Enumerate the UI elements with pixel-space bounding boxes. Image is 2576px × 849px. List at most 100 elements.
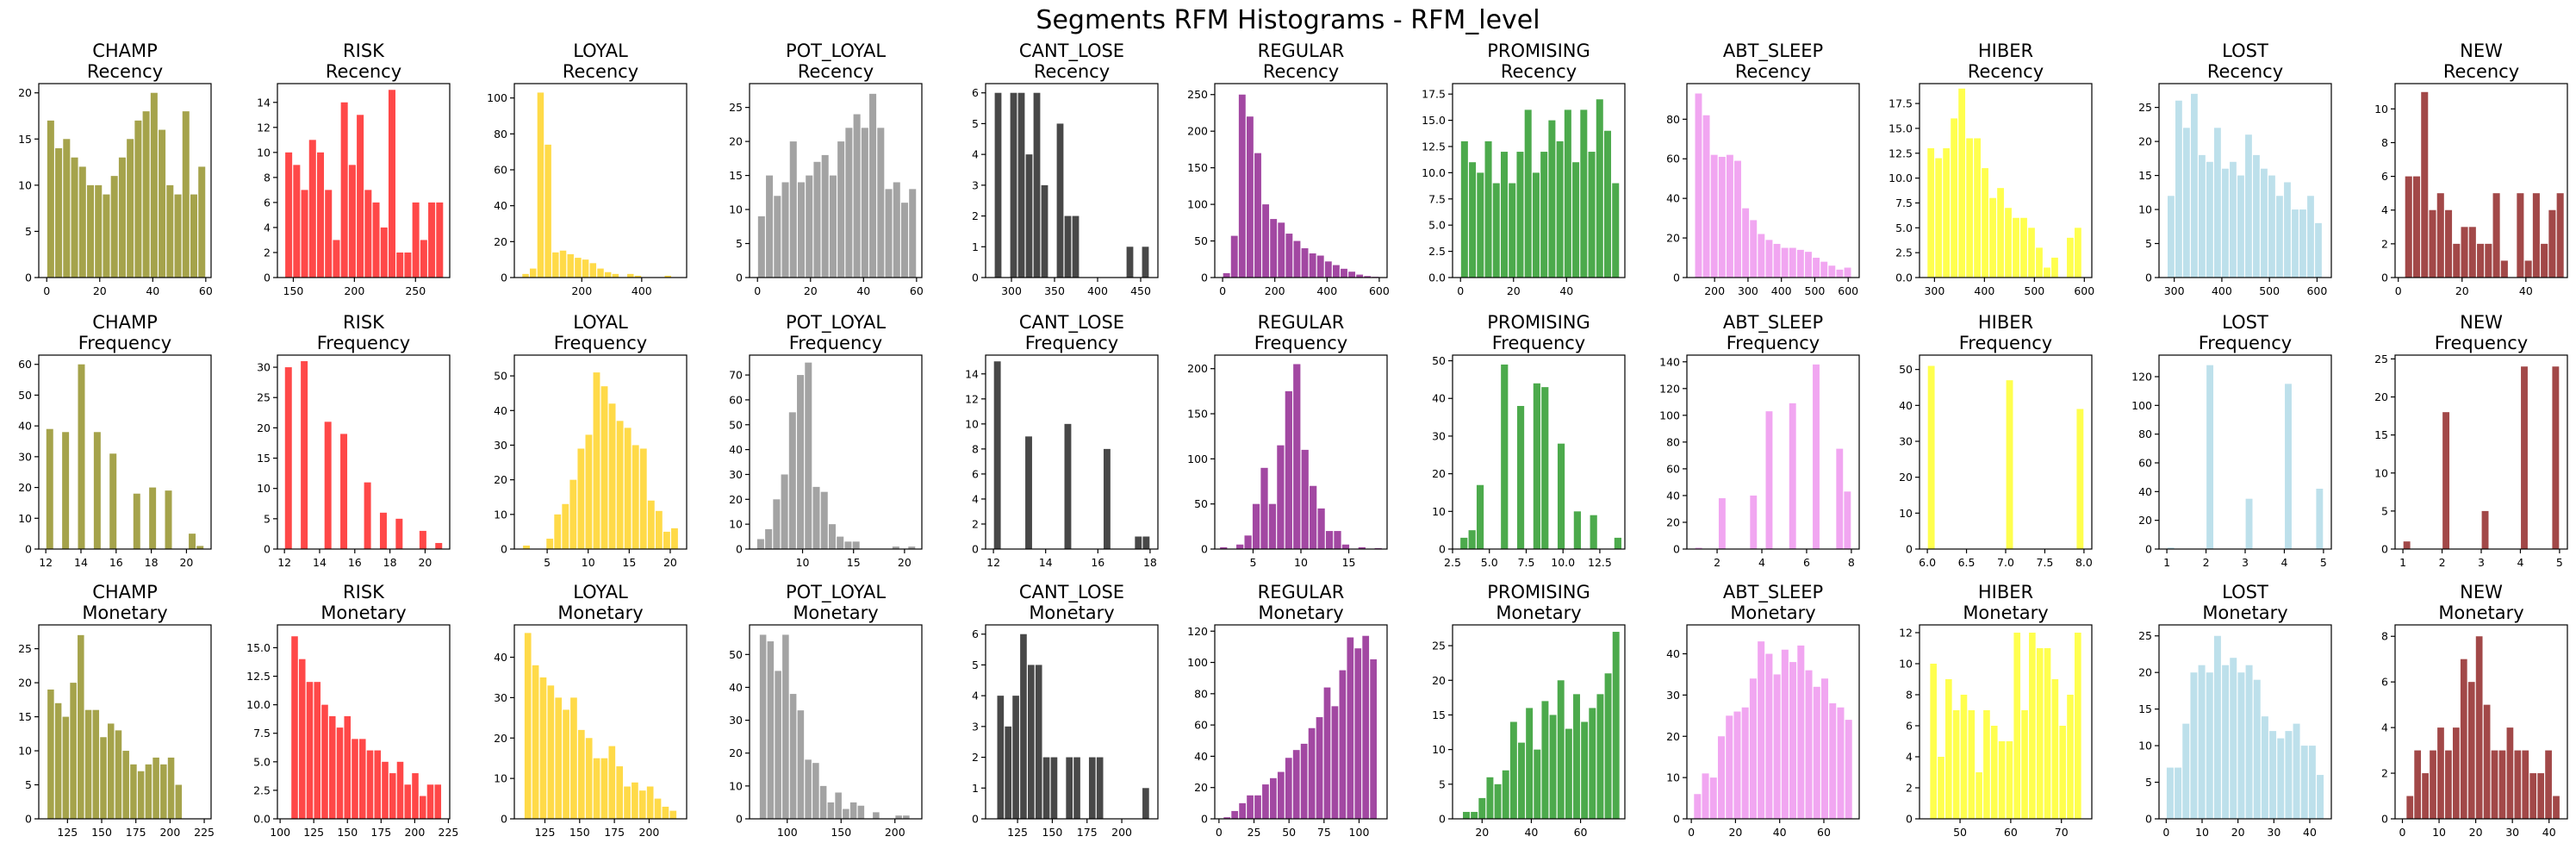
histogram-bar	[1968, 710, 1976, 819]
histogram-bar	[757, 215, 765, 278]
x-tick-label: 600	[2074, 284, 2094, 297]
histogram-bar	[1989, 197, 1996, 278]
figure-suptitle: Segments RFM Histograms - RFM_level	[1036, 5, 1540, 35]
histogram-bar	[340, 434, 348, 549]
histogram-bar	[134, 120, 142, 278]
panel-regular-monetary: REGULAR Monetary 0 25 50 75 100 0 20 40 60 80 100 120	[1187, 582, 1388, 839]
histogram-bar	[1695, 93, 1702, 278]
histogram-bar	[552, 252, 559, 278]
histogram-bar	[284, 367, 292, 549]
histogram-bar	[1540, 152, 1548, 278]
y-tick-label: 30	[18, 450, 32, 463]
histogram-bar	[366, 750, 374, 819]
histogram-bar	[426, 784, 434, 819]
histogram-bar	[759, 634, 767, 819]
histogram-bar	[821, 154, 829, 278]
histogram-bar	[1797, 645, 1805, 819]
histogram-bar	[2183, 128, 2190, 278]
y-tick-label: 40	[1432, 392, 1446, 405]
y-tick-label: 0	[1201, 543, 1208, 556]
x-tick-label: 200	[1265, 284, 1285, 297]
histogram-bar	[766, 175, 774, 278]
panel-title: LOST Monetary	[2202, 582, 2287, 623]
histogram-bar	[1025, 436, 1032, 549]
y-tick-label: 5	[736, 237, 743, 250]
histogram-bar	[2191, 93, 2198, 278]
histogram-bar	[174, 194, 182, 278]
histogram-bar	[593, 372, 600, 549]
x-tick-label: 40	[1773, 826, 1787, 839]
y-tick-label: 5	[1439, 777, 1446, 790]
y-tick-label: 80	[2138, 428, 2152, 440]
histogram-bar	[2453, 243, 2461, 278]
histogram-bar	[1270, 219, 1278, 278]
panel-title: NEW Monetary	[2438, 582, 2523, 623]
panel-title: HIBER Monetary	[1963, 582, 2048, 623]
histogram-bar	[2167, 547, 2175, 549]
y-tick-label: 20	[729, 493, 743, 506]
y-tick-label: 5	[2145, 237, 2152, 250]
histogram-bar	[1142, 247, 1149, 278]
panel-title: HIBER Recency	[1968, 41, 2044, 82]
histogram-bar	[2051, 679, 2059, 819]
histogram-bar	[1356, 274, 1364, 278]
x-tick-label: 16	[348, 556, 362, 569]
histogram-bar	[813, 161, 821, 278]
histogram-bar	[1541, 387, 1549, 549]
y-tick-label: 40	[494, 404, 507, 417]
panel-title: CHAMP Frequency	[78, 312, 172, 353]
y-tick-label: 50	[729, 418, 743, 431]
x-tick-label: 400	[1974, 284, 1994, 297]
histogram-bar	[1596, 694, 1604, 819]
histogram-bar	[554, 514, 562, 549]
histogram-bar	[133, 493, 140, 549]
y-tick-label: 15	[257, 452, 271, 465]
y-tick-label: 40	[494, 199, 507, 212]
histogram-bar	[1709, 777, 1717, 819]
y-tick-label: 0	[972, 543, 979, 556]
histogram-bar	[1532, 172, 1540, 278]
histogram-bar	[379, 512, 387, 549]
histogram-bar	[150, 92, 158, 278]
histogram-bar	[546, 538, 554, 549]
histogram-bar	[333, 240, 340, 278]
histogram-bar	[829, 175, 837, 278]
y-tick-label: 80	[1666, 113, 1680, 126]
histogram-bar	[1998, 741, 2006, 819]
histogram-bar	[1476, 484, 1484, 549]
x-tick-label: 400	[632, 284, 652, 297]
y-tick-label: 25	[2138, 101, 2152, 114]
histogram-bar	[2175, 100, 2182, 278]
y-tick-label: 10.0	[246, 698, 271, 711]
histogram-bar	[190, 194, 198, 278]
histogram-bar	[122, 751, 129, 819]
histogram-bar	[115, 730, 122, 819]
y-tick-label: 0	[1673, 543, 1680, 556]
histogram-bar	[285, 152, 293, 278]
histogram-bar	[1301, 449, 1309, 549]
x-tick-label: 12	[39, 556, 53, 569]
histogram-bar	[589, 263, 597, 278]
histogram-bar	[301, 190, 308, 278]
y-tick-label: 20	[1666, 515, 1680, 528]
y-tick-label: 0	[2145, 272, 2152, 284]
histogram-bar	[2076, 409, 2084, 549]
histogram-bar	[1997, 188, 2004, 278]
histogram-bar	[1789, 403, 1796, 549]
x-tick-label: 600	[1369, 284, 1390, 297]
y-tick-label: 100	[2131, 399, 2152, 412]
y-tick-label: 2	[972, 209, 979, 222]
plot-frame	[2394, 624, 2568, 820]
histogram-bar	[559, 250, 567, 278]
histogram-bar	[634, 275, 642, 278]
histogram-bar	[1789, 662, 1797, 819]
histogram-bar	[569, 479, 577, 549]
x-tick-label: 0	[1457, 284, 1464, 297]
panel-hiber-recency: HIBER Recency 300 400 500 600 0.0 2.5 5.0 7.5 10.0…	[1888, 41, 2094, 297]
histogram-bar	[1247, 795, 1254, 819]
histogram-bar	[2553, 796, 2560, 819]
histogram-bar	[2461, 227, 2468, 278]
histogram-bar	[100, 737, 107, 819]
histogram-bar	[2556, 193, 2564, 278]
x-tick-label: 500	[1805, 284, 1826, 297]
